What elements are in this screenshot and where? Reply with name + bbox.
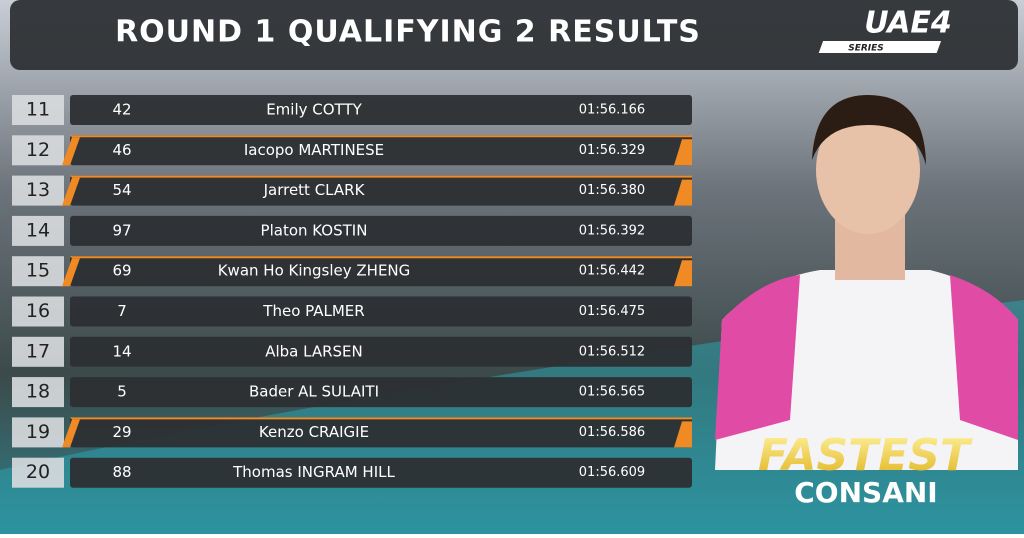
- driver-name: Iacopo MARTINESE: [244, 141, 384, 159]
- fastest-driver: CONSANI: [794, 476, 937, 509]
- lap-time: 01:56.475: [579, 304, 645, 319]
- driver-name: Jarrett CLARK: [263, 181, 366, 199]
- car-number: 88: [112, 463, 131, 481]
- position-box: [12, 135, 64, 166]
- row-bar: [70, 417, 692, 448]
- car-number: 42: [112, 101, 131, 119]
- position: 13: [26, 179, 50, 201]
- position: 18: [26, 381, 50, 403]
- position-box: [12, 256, 64, 287]
- position: 11: [26, 99, 50, 121]
- row-bar: [70, 175, 692, 206]
- driver-photo: [715, 95, 1018, 470]
- row-accent: [70, 256, 692, 259]
- row-bar: [70, 336, 692, 367]
- row-bar: [70, 377, 692, 408]
- lap-time: 01:56.609: [579, 465, 645, 480]
- row-accent: [62, 419, 80, 448]
- row-accent: [62, 258, 80, 287]
- lap-time: 01:56.329: [579, 143, 645, 158]
- position-box: [12, 95, 64, 125]
- row-accent: [70, 135, 692, 138]
- row-accent: [62, 177, 80, 206]
- row-accent: [674, 421, 692, 448]
- driver-name: Kenzo CRAIGIE: [259, 423, 369, 441]
- position-box: [12, 336, 64, 367]
- position: 12: [26, 139, 50, 161]
- row-bar: [70, 95, 692, 125]
- row-accent: [62, 137, 80, 166]
- driver-name: Bader AL SULAITI: [249, 383, 379, 401]
- position: 17: [26, 340, 50, 362]
- row-bar: [70, 457, 692, 488]
- lap-time: 01:56.392: [579, 223, 645, 238]
- position-box: [12, 175, 64, 206]
- car-number: 97: [112, 221, 131, 239]
- driver-name: Kwan Ho Kingsley ZHENG: [218, 262, 411, 280]
- position: 19: [26, 421, 50, 443]
- lap-time: 01:56.512: [579, 344, 645, 359]
- row-accent: [674, 260, 692, 287]
- position-box: [12, 417, 64, 448]
- logo-sub: SERIES: [848, 44, 884, 54]
- lap-time: 01:56.442: [579, 264, 645, 279]
- fastest-label: FASTEST: [758, 430, 973, 481]
- driver-name: Emily COTTY: [266, 101, 362, 119]
- position-box: [12, 457, 64, 488]
- row-bar: [70, 215, 692, 246]
- row-accent: [70, 417, 692, 420]
- logo-strip: [818, 41, 942, 53]
- driver-name: Alba LARSEN: [265, 342, 363, 360]
- car-number: 46: [112, 141, 131, 159]
- position-box: [12, 215, 64, 246]
- car-number: 54: [112, 181, 131, 199]
- row-bar: [70, 135, 692, 166]
- lap-time: 01:56.166: [579, 103, 645, 118]
- driver-name: Thomas INGRAM HILL: [232, 463, 395, 481]
- lap-time: 01:56.565: [579, 385, 645, 400]
- driver-name: Platon KOSTIN: [261, 221, 368, 239]
- car-number: 5: [117, 383, 127, 401]
- position-box: [12, 377, 64, 408]
- row-bar: [70, 296, 692, 327]
- logo: UAE4: [864, 6, 952, 41]
- position: 20: [26, 461, 50, 483]
- results-table: 11 42 Emily COTTY 01:56.166 12 46 Iacopo MARTI…: [12, 95, 692, 488]
- car-number: 14: [112, 342, 131, 360]
- position: 16: [26, 300, 50, 322]
- position: 14: [26, 219, 50, 241]
- position-box: [12, 296, 64, 327]
- title: ROUND 1 QUALIFYING 2 RESULTS: [115, 15, 701, 50]
- car-number: 7: [117, 302, 127, 320]
- row-accent: [674, 139, 692, 166]
- row-accent: [70, 175, 692, 178]
- lap-time: 01:56.586: [579, 425, 645, 440]
- car-number: 29: [112, 423, 131, 441]
- position: 15: [26, 260, 50, 282]
- title-bar: [10, 0, 1018, 70]
- driver-name: Theo PALMER: [262, 302, 364, 320]
- car-number: 69: [112, 262, 131, 280]
- row-bar: [70, 256, 692, 287]
- row-accent: [674, 179, 692, 206]
- lap-time: 01:56.380: [579, 183, 645, 198]
